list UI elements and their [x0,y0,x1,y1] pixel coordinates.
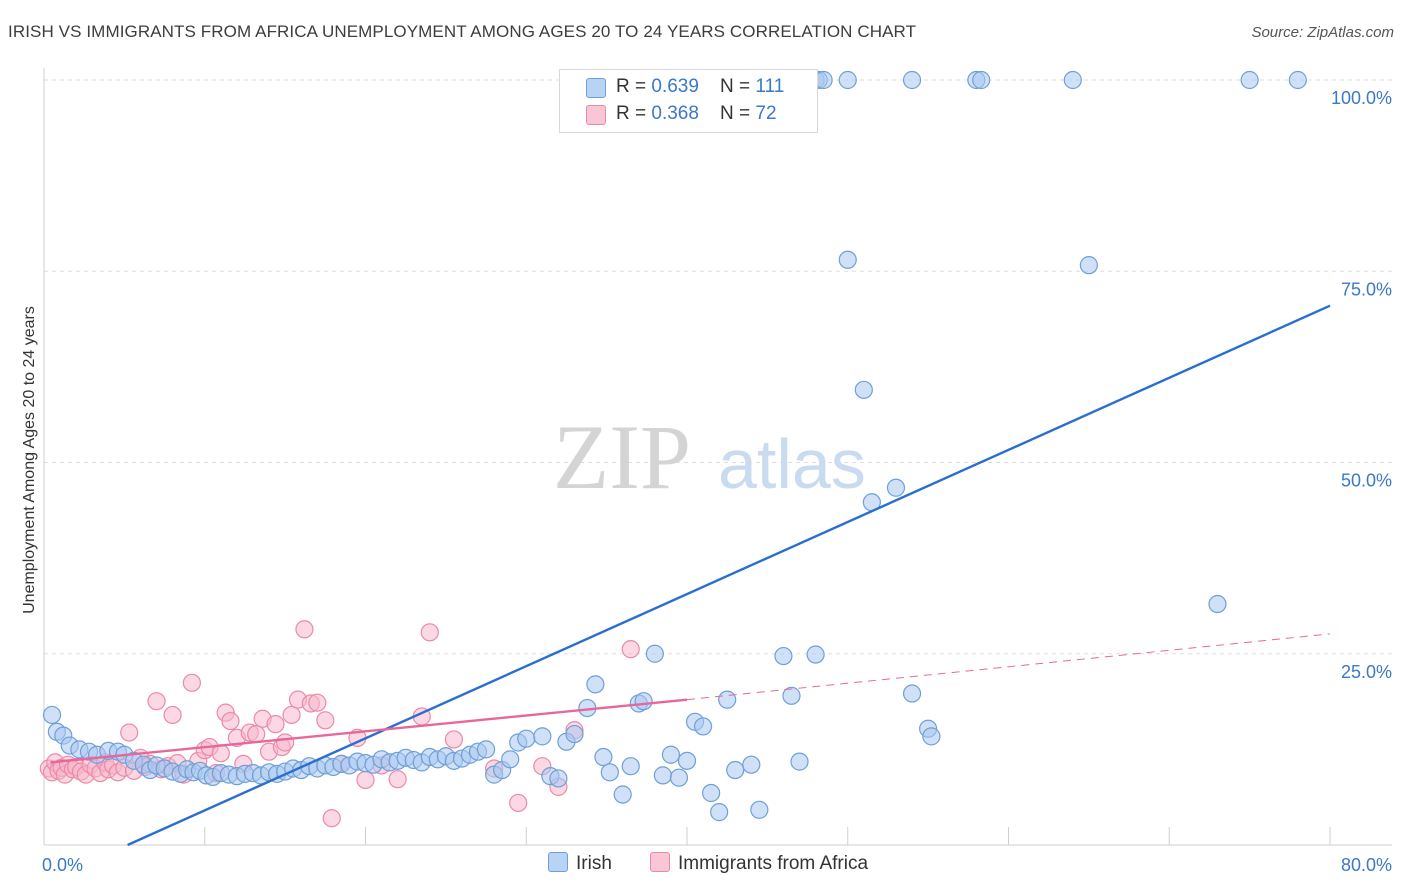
irish-point [702,783,721,803]
watermark-atlas: atlas [718,425,866,503]
bottom-legend-irish-label: Irish [576,853,612,874]
irish-point [621,757,640,776]
irish-point [774,646,793,666]
legend-irish-n-value: 111 [755,76,785,97]
trend-lines [50,304,1331,847]
irish-point [922,727,941,746]
irish-point [586,675,605,694]
africa-point [266,715,285,734]
africa-point [247,724,266,744]
gridlines [44,79,1392,655]
irish-point [902,684,922,703]
irish-point [661,745,681,764]
y-tick-label: 25.0% [1341,662,1392,682]
legend-irish-r-value: 0.639 [651,76,699,97]
source-label: Source: ZipAtlas.com [1251,24,1394,41]
legend-africa-n-label: N = [720,103,756,124]
africa-points [39,620,640,828]
irish-point [669,768,689,787]
legend-africa-r-value: 0.368 [651,103,699,124]
y-tick-label: 100.0% [1331,88,1392,108]
africa-point [276,733,295,752]
africa-point [322,809,341,828]
irish-point [600,763,619,782]
bottom-legend-irish: Irish [548,852,612,875]
irish-point [854,380,873,399]
africa-point [509,793,528,813]
irish-point [782,686,801,705]
irish-point [693,717,713,736]
irish-point [902,70,922,90]
irish-point [1240,70,1259,90]
irish-point [742,755,761,774]
irish-point [42,705,62,725]
africa-point [163,705,182,725]
irish-point [501,750,520,769]
africa-trend-line [50,698,688,764]
africa-point [120,723,139,742]
irish-point [972,70,991,90]
irish-point [718,690,737,709]
irish-point [613,785,632,804]
legend-africa-n-value: 72 [755,103,777,124]
irish-point [594,747,613,767]
irish-point [565,724,584,744]
africa-point [147,692,166,711]
legend-irish-r-label: R = [616,76,652,97]
irish-point [1288,70,1307,90]
correlation-legend: R = 0.639 N = 111 R = 0.368 N = 72 [559,69,818,133]
irish-point [677,751,697,770]
irish-point [533,727,552,746]
legend-irish-n-label: N = [720,76,756,97]
irish-point [806,645,825,664]
y-tick-label: 75.0% [1341,279,1392,299]
y-tick-label: 50.0% [1341,471,1392,491]
irish-point [726,760,745,780]
africa-point [420,623,439,642]
africa-point [388,770,407,789]
irish-point [653,766,672,785]
irish-points [42,70,1307,822]
irish-point [634,692,653,711]
africa-trend-line-extension [686,633,1331,701]
bottom-legend-swatch-irish [548,852,568,872]
africa-point [444,730,464,749]
legend-africa-r-label: R = [616,103,652,124]
africa-point [316,711,335,730]
x-tick-label-max: 80.0% [1341,855,1392,875]
legend-swatch-irish [586,78,606,98]
chart-title: IRISH VS IMMIGRANTS FROM AFRICA UNEMPLOY… [8,22,917,41]
bottom-legend-africa-label: Immigrants from Africa [678,853,869,874]
irish-point [838,70,857,90]
irish-point [517,729,536,748]
irish-point [838,250,857,269]
africa-point [308,693,327,712]
zipatlas-watermark: ZIP atlas [553,406,866,508]
irish-point [1063,70,1082,90]
africa-point [182,673,201,692]
africa-point [356,770,375,790]
watermark-zip: ZIP [553,406,691,508]
irish-trend-line [127,304,1331,847]
irish-point [886,478,906,497]
irish-point [1079,256,1098,275]
irish-point [549,769,568,788]
irish-point [710,803,729,822]
irish-point [750,800,769,819]
tick-labels: 100.0% 75.0% 50.0% 25.0% 0.0% 80.0% [42,88,1392,875]
legend-swatch-africa [586,105,606,125]
irish-point [645,644,664,663]
africa-point [621,640,640,659]
africa-point [221,711,240,731]
irish-point [1208,594,1227,614]
irish-point [790,752,809,771]
irish-point [476,740,496,759]
africa-point [282,705,301,725]
africa-point [295,620,314,639]
x-tick-label-min: 0.0% [42,855,83,875]
bottom-legend-swatch-africa [650,852,670,872]
bottom-legend-africa: Immigrants from Africa [650,852,868,875]
